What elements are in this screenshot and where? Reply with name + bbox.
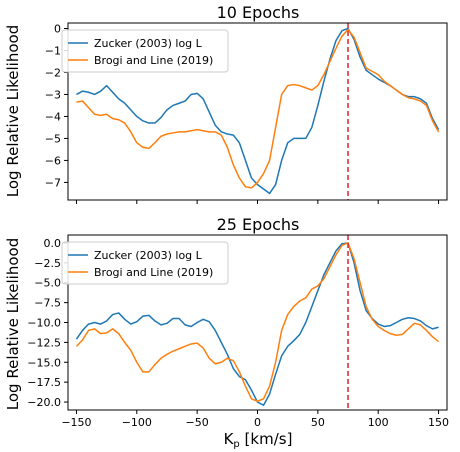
- chart-title: 10 Epochs: [217, 3, 300, 22]
- legend: Zucker (2003) log L Brogi and Line (2019): [61, 29, 229, 73]
- panel-10-epochs: 10 Epochs 0 −1 −2 −3 −4 −5 −6 −7 Zucker (2003) l…: [45, 3, 448, 204]
- y-tick-label: −20.0: [27, 396, 61, 409]
- y-tick-label: 0.0: [44, 237, 62, 250]
- series-line-zucker: [75, 242, 439, 406]
- legend: Zucker (2003) log L Brogi and Line (2019): [61, 241, 229, 285]
- y-tick-label: −5: [45, 132, 61, 145]
- series-line-brogi: [76, 28, 440, 189]
- y-tick-label: −2.5: [34, 257, 61, 270]
- y-tick-label: −17.5: [27, 376, 61, 389]
- x-tick-label: 50: [311, 416, 325, 429]
- series-line-brogi: [75, 242, 440, 402]
- x-axis-label-main: K: [224, 430, 235, 448]
- legend-box: [61, 29, 229, 73]
- legend-label: Brogi and Line (2019): [94, 266, 213, 279]
- y-tick-label: −5.0: [34, 277, 61, 290]
- y-tick-label: −6: [45, 154, 61, 167]
- x-tick-label: −100: [122, 416, 152, 429]
- plot-area: 0 −1 −2 −3 −4 −5 −6 −7 Zucker (2003) log L Brogi …: [45, 22, 448, 204]
- y-tick-label: −7: [45, 176, 61, 189]
- series-line-zucker: [76, 27, 440, 195]
- chart-title: 25 Epochs: [217, 215, 300, 234]
- x-tick-label: −50: [186, 416, 209, 429]
- y-tick-label: −10.0: [27, 317, 61, 330]
- x-axis-label: Kp [km/s]: [224, 430, 293, 450]
- y-axis-label: Log Relative Likelihood: [4, 238, 22, 410]
- x-tick-label: 100: [368, 416, 389, 429]
- legend-label: Brogi and Line (2019): [94, 54, 213, 67]
- x-tick-label: 150: [428, 416, 449, 429]
- y-tick-label: −4: [45, 110, 61, 123]
- plot-area: −150 −100 −50 0 50 100 150 0.0 −2.5 −5.0 −7.5 −10.0…: [27, 234, 449, 429]
- y-tick-label: −2: [45, 66, 61, 79]
- y-tick-label: −3: [45, 88, 61, 101]
- legend-label: Zucker (2003) log L: [94, 249, 203, 262]
- y-tick-label: 0: [54, 22, 61, 35]
- y-axis-label: Log Relative Likelihood: [4, 25, 22, 197]
- x-tick-label: −150: [61, 416, 91, 429]
- legend-box: [61, 241, 229, 285]
- y-tick-label: −1: [45, 44, 61, 57]
- y-tick-label: −12.5: [27, 336, 61, 349]
- x-axis-label-subscript: p: [233, 439, 239, 450]
- x-tick-label: 0: [254, 416, 261, 429]
- y-tick-label: −15.0: [27, 356, 61, 369]
- legend-label: Zucker (2003) log L: [94, 37, 203, 50]
- y-tick-label: −7.5: [34, 297, 61, 310]
- panel-25-epochs: 25 Epochs −150 −100 −50 0 50 100 150 0.0 −2.5 −5.…: [27, 215, 449, 429]
- x-axis-label-unit: [km/s]: [240, 430, 293, 448]
